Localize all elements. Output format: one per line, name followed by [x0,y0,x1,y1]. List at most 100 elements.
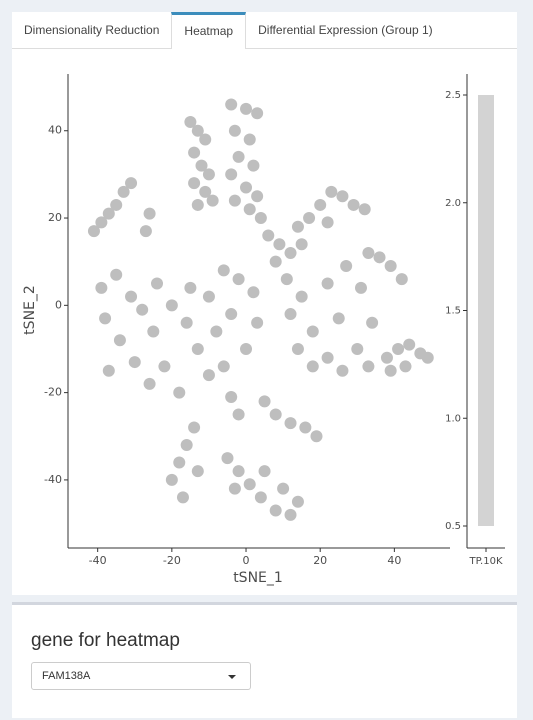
caret [228,675,236,679]
tab[interactable]: Heatmap [171,12,247,49]
point [321,277,334,290]
point [395,273,408,286]
point [225,390,238,403]
point [195,159,208,172]
point [232,150,245,163]
selected-gene: FAM138A [42,670,91,682]
y-axis-label: tSNE_2 [22,285,38,335]
point [362,360,375,373]
point [277,482,290,495]
point [354,281,367,294]
point [321,216,334,229]
point [202,369,215,382]
y-tick-label: 40 [48,124,62,137]
point [87,225,100,238]
point [351,342,364,355]
point [158,360,171,373]
point [143,377,156,390]
point [399,360,412,373]
point [254,491,267,504]
point [284,308,297,321]
point [284,417,297,430]
point [147,325,160,338]
point [139,225,152,238]
point [184,116,197,129]
point [303,212,316,225]
point [173,456,186,469]
point [254,212,267,225]
point [273,238,286,251]
point [291,495,304,508]
point [291,220,304,233]
point [295,290,308,303]
point [269,504,282,517]
point [221,452,234,465]
x-tick-label: 0 [243,554,250,567]
point [373,251,386,264]
point [366,316,379,329]
point [284,508,297,521]
point [225,308,238,321]
control-label: gene for heatmap [31,630,180,651]
point [258,465,271,478]
point [243,478,256,491]
point [113,334,126,347]
point [217,360,230,373]
point [225,168,238,181]
x-tick-label: -20 [163,554,181,567]
tab-bar: Dimensionality Reduction Heatmap Different… [12,12,517,49]
point [299,421,312,434]
point [191,124,204,137]
point [232,273,245,286]
colorbar-tick-label: 1.0 [445,413,461,424]
chart: tSNE_1 tSNE_2 -40 -20 0 20 40 -40 -20 0 20 40 0.5 1… [22,74,505,586]
point [403,338,416,351]
point [310,430,323,443]
point [99,312,112,325]
point [336,190,349,203]
point [306,325,319,338]
point [384,364,397,377]
point [188,146,201,159]
point [295,238,308,251]
point [228,124,241,137]
point [347,198,360,211]
y-tick-label: -20 [44,386,62,399]
tab[interactable]: Dimensionality Reduction [24,23,160,37]
point [247,159,260,172]
point [269,408,282,421]
point [217,264,230,277]
point [228,194,241,207]
point [251,190,264,203]
y-tick-label: 0 [55,298,62,311]
point [173,386,186,399]
point [206,194,219,207]
point [184,281,197,294]
point [180,316,193,329]
tab[interactable]: Differential Expression (Group 1) [258,23,433,37]
point [188,421,201,434]
point [243,133,256,146]
point [117,185,130,198]
colorbar-tick-label: 2.0 [445,198,461,209]
point [243,203,256,216]
x-axis-label: tSNE_1 [233,570,283,586]
x-tick-label: 20 [313,554,327,567]
point [95,281,108,294]
point [251,316,264,329]
point [210,325,223,338]
point [128,356,141,369]
point [95,216,108,229]
point [199,185,212,198]
point [240,181,253,194]
point [232,465,245,478]
gene-select[interactable]: FAM138A [31,662,251,690]
point [321,351,334,364]
point [306,360,319,373]
colorbar-tick-label: 2.5 [445,90,461,101]
point [228,482,241,495]
y-tick-label: 20 [48,211,62,224]
x-tick-label: 40 [387,554,401,567]
point [251,107,264,120]
